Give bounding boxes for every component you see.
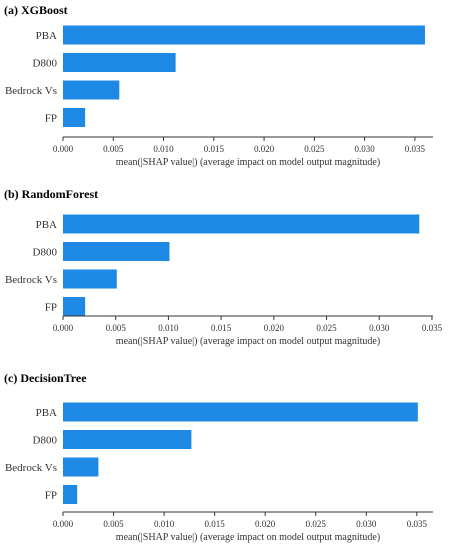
category-label: D800 [33, 58, 58, 70]
category-label: D800 [33, 435, 58, 447]
bar-bedrock-vs [63, 80, 120, 100]
x-tick-label: 0.015 [204, 144, 225, 154]
x-tick-label: 0.000 [53, 519, 74, 529]
chart-panel-randomforest: (b) RandomForest PBA D800 Bedrock Vs FP 0.000… [0, 185, 452, 363]
chart-panel-xgboost: (a) XGBoost PBA D800 Bedrock Vs FP 0.000 0.005… [0, 0, 452, 178]
bar-d800 [63, 53, 176, 72]
bar-pba [63, 214, 420, 234]
x-tick-label: 0.005 [103, 144, 124, 154]
x-axis-label: mean(|SHAP value|) (average impact on mo… [116, 532, 380, 543]
x-tick-label: 0.000 [53, 144, 74, 154]
x-tick-label: 0.010 [153, 144, 174, 154]
chart-xgboost: (a) XGBoost PBA D800 Bedrock Vs FP 0.000 0.005… [4, 3, 433, 168]
category-label: PBA [36, 30, 57, 42]
x-tick-label: 0.025 [306, 519, 327, 529]
x-tick-label: 0.015 [205, 519, 226, 529]
bar-d800 [63, 430, 192, 449]
x-tick-label: 0.030 [369, 323, 390, 333]
category-label: FP [45, 302, 57, 314]
category-label: PBA [36, 219, 57, 231]
x-axis-label: mean(|SHAP value|) (average impact on mo… [116, 336, 380, 347]
category-label: PBA [36, 407, 57, 419]
x-tick-label: 0.030 [355, 144, 376, 154]
bar-fp [63, 108, 86, 127]
category-label: Bedrock Vs [5, 462, 57, 474]
chart-decisiontree: (c) DecisionTree PBA D800 Bedrock Vs FP 0.000… [4, 371, 433, 543]
bar-pba [63, 25, 425, 45]
chart-title: (b) RandomForest [4, 187, 98, 201]
bar-fp [63, 485, 78, 504]
x-tick-label: 0.010 [154, 519, 175, 529]
chart-randomforest: (b) RandomForest PBA D800 Bedrock Vs FP 0.000… [4, 187, 443, 347]
x-tick-label: 0.020 [264, 323, 285, 333]
x-tick-label: 0.035 [405, 144, 426, 154]
category-label: D800 [33, 247, 58, 259]
chart-title: (c) DecisionTree [4, 371, 87, 385]
x-tick-label: 0.010 [158, 323, 179, 333]
bar-fp [63, 297, 86, 316]
category-label: FP [45, 113, 57, 125]
category-label: Bedrock Vs [5, 274, 57, 286]
chart-title: (a) XGBoost [4, 3, 68, 17]
bar-pba [63, 402, 418, 422]
x-tick-label: 0.005 [103, 519, 124, 529]
x-axis-label: mean(|SHAP value|) (average impact on mo… [116, 157, 380, 168]
bar-bedrock-vs [63, 457, 99, 477]
x-tick-label: 0.030 [356, 519, 377, 529]
x-tick-label: 0.020 [254, 144, 275, 154]
bar-d800 [63, 242, 170, 261]
category-label: Bedrock Vs [5, 85, 57, 97]
x-tick-label: 0.005 [106, 323, 127, 333]
x-tick-label: 0.035 [422, 323, 443, 333]
x-tick-label: 0.025 [304, 144, 325, 154]
x-tick-label: 0.025 [316, 323, 337, 333]
x-tick-label: 0.035 [407, 519, 428, 529]
category-label: FP [45, 490, 57, 502]
chart-panel-decisiontree: (c) DecisionTree PBA D800 Bedrock Vs FP 0.000… [0, 368, 452, 550]
bar-bedrock-vs [63, 269, 117, 289]
x-tick-label: 0.000 [53, 323, 74, 333]
x-tick-label: 0.020 [255, 519, 276, 529]
x-tick-label: 0.015 [211, 323, 232, 333]
